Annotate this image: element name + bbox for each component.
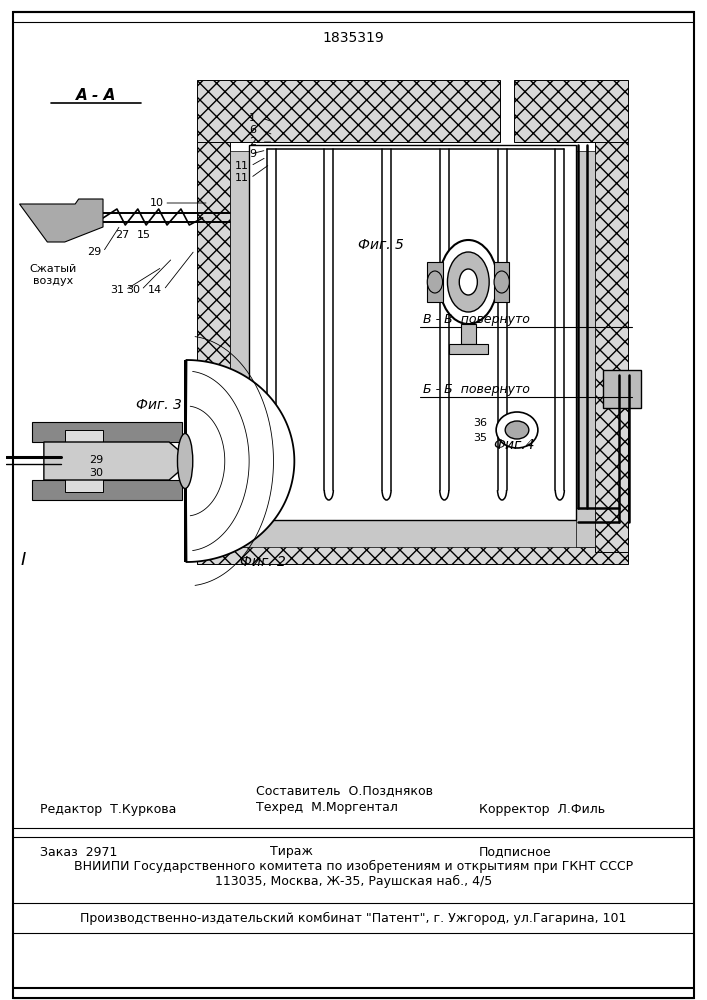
Text: 2: 2 [249,137,256,147]
Text: 29: 29 [88,247,102,257]
Bar [197,142,230,552]
Text: Фиг. 3: Фиг. 3 [136,398,182,412]
Text: 10: 10 [151,198,164,208]
Text: I: I [21,551,26,569]
Bar [65,430,103,444]
Text: 9: 9 [249,149,256,159]
Ellipse shape [177,434,193,488]
Text: ВНИИПИ Государственного комитета по изобретениям и открытиям при ГКНТ СССР: ВНИИПИ Государственного комитета по изоб… [74,859,633,873]
Text: 11: 11 [235,173,249,183]
Bar [494,262,509,302]
Circle shape [439,240,498,324]
Text: A - A: A - A [76,88,116,103]
Bar [602,370,641,408]
Bar [230,151,249,547]
Text: 36: 36 [473,418,487,428]
Text: Составитель  О.Поздняков: Составитель О.Поздняков [256,784,433,798]
Bar [513,80,629,142]
Text: 11: 11 [235,161,249,171]
Text: Фиг.4: Фиг.4 [493,438,534,452]
Circle shape [460,269,477,295]
Polygon shape [461,324,476,344]
Text: Тираж: Тираж [270,846,313,858]
Text: 27: 27 [115,230,129,240]
Bar [197,80,500,142]
Text: 30: 30 [126,285,140,295]
Text: 35: 35 [473,433,487,443]
Text: Б - Б  повернуто: Б - Б повернуто [423,383,530,396]
Bar [32,480,182,500]
Text: В - В  повернуто: В - В повернуто [423,314,530,326]
Text: 15: 15 [136,230,151,240]
Bar [32,422,182,442]
Text: 29: 29 [89,455,103,465]
Text: Заказ  2971: Заказ 2971 [40,846,118,858]
Text: 31: 31 [110,285,124,295]
Bar [197,516,629,564]
Polygon shape [20,199,103,242]
Ellipse shape [506,421,529,439]
Bar [427,262,443,302]
Text: Корректор  Л.Филь: Корректор Л.Филь [479,804,605,816]
Text: 1: 1 [249,113,256,123]
Polygon shape [449,344,488,354]
Text: 14: 14 [148,285,163,295]
Text: Фиг. 2: Фиг. 2 [240,555,286,569]
Bar [595,142,629,552]
Polygon shape [185,360,294,562]
Ellipse shape [496,412,538,448]
Bar [576,151,595,547]
Circle shape [427,271,443,293]
Text: 30: 30 [89,468,103,478]
Text: Техред  М.Моргентал: Техред М.Моргентал [256,800,398,814]
Text: Подписное: Подписное [479,846,551,858]
Bar [230,520,595,547]
Circle shape [448,252,489,312]
Text: Фиг. 5: Фиг. 5 [358,238,404,252]
Text: 6: 6 [249,125,256,135]
Bar [249,145,576,520]
Text: 1835319: 1835319 [322,31,385,45]
Bar [65,478,103,492]
Text: Редактор  Т.Куркова: Редактор Т.Куркова [40,804,177,816]
Circle shape [494,271,509,293]
Text: 113035, Москва, Ж-35, Раушская наб., 4/5: 113035, Москва, Ж-35, Раушская наб., 4/5 [215,874,492,888]
Text: Сжатый
воздух: Сжатый воздух [29,264,76,286]
Text: Производственно-издательский комбинат "Патент", г. Ужгород, ул.Гагарина, 101: Производственно-издательский комбинат "П… [81,911,626,925]
Polygon shape [44,442,183,480]
